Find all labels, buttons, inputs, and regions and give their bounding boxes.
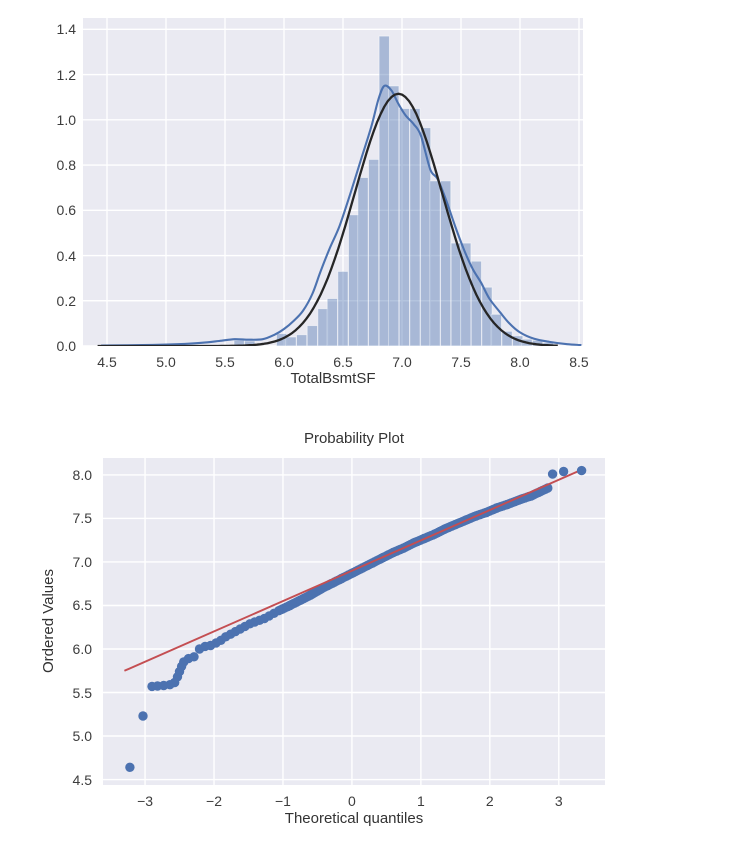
dist-y-tick-label: 1.0 [56, 111, 76, 128]
histogram-bars [233, 35, 554, 346]
normal-fit-curve [97, 92, 558, 346]
histogram-bar [419, 127, 432, 346]
dist-x-tick-label: 7.0 [392, 354, 412, 370]
qq-title: Probability Plot [303, 430, 405, 447]
dist-x-tick-label: 5.0 [156, 354, 176, 370]
histogram-bar [326, 298, 338, 346]
qq-point [138, 711, 148, 721]
qq-y-axis-label: Ordered Values [40, 569, 57, 673]
dist-y-tick-label: 0.6 [56, 202, 76, 219]
qq-y-tick-label: 5.0 [72, 728, 92, 744]
dist-x-axis-label: TotalBsmtSF [290, 370, 376, 387]
qq-y-tick-label: 7.0 [72, 553, 92, 570]
distribution-plot-area [83, 18, 583, 346]
qq-point [576, 465, 587, 476]
distribution-plot-canvas [83, 18, 583, 346]
histogram-bar [357, 177, 369, 346]
qq-plot-canvas [103, 458, 605, 785]
dist-x-tick-label: 6.0 [274, 354, 294, 370]
dist-x-tick-label: 6.5 [333, 354, 353, 370]
dist-y-tick-label: 1.4 [56, 21, 76, 38]
histogram-bar [317, 308, 329, 346]
kde-curve [101, 84, 582, 346]
dist-y-tick-label: 0.4 [56, 247, 76, 264]
histogram-bar [378, 35, 390, 346]
histogram-bar [429, 180, 441, 346]
qq-x-tick-label: −3 [137, 793, 154, 809]
histogram-bar [368, 158, 380, 346]
histogram-bar [388, 85, 400, 346]
dist-x-tick-label: 4.5 [97, 354, 117, 370]
qq-point [189, 652, 199, 662]
plot-background [103, 458, 605, 785]
qq-x-tick-label: 2 [485, 793, 494, 809]
qq-x-tick-label: 0 [348, 793, 356, 809]
histogram-bar [348, 214, 360, 346]
grid-lines [83, 18, 583, 346]
qq-fit-line [124, 468, 582, 672]
qq-y-tick-label: 5.5 [72, 684, 92, 701]
qq-point [547, 469, 558, 479]
qq-point [558, 466, 569, 477]
histogram-bar [244, 340, 256, 346]
dist-x-tick-label: 7.5 [451, 354, 471, 370]
histogram-bar [296, 334, 308, 346]
dist-x-tick-label: 5.5 [215, 354, 235, 370]
histogram-bar [398, 108, 410, 346]
histogram-bar [409, 108, 421, 346]
dist-y-tick-label: 0.0 [56, 338, 76, 354]
dist-y-tick-label: 1.2 [56, 66, 76, 83]
histogram-bar [306, 325, 318, 346]
dist-y-tick-label: 0.2 [56, 292, 76, 309]
qq-y-tick-label: 8.0 [72, 466, 92, 483]
dist-y-tick-label: 0.8 [56, 157, 76, 174]
histogram-bar [285, 336, 297, 346]
qq-y-tick-label: 7.5 [72, 510, 92, 527]
qq-scatter-points [125, 465, 587, 772]
dist-x-tick-label: 8.0 [510, 354, 530, 370]
qq-plot-area [103, 458, 605, 785]
qq-y-tick-label: 4.5 [72, 771, 92, 788]
qq-x-tick-label: −2 [206, 793, 222, 809]
histogram-bar [450, 242, 462, 346]
qq-point [269, 608, 279, 618]
qq-x-axis-label: Theoretical quantiles [284, 810, 424, 827]
qq-point [125, 762, 135, 772]
qq-x-tick-label: −1 [274, 793, 291, 809]
grid-lines [103, 458, 605, 785]
histogram-bar [337, 270, 349, 346]
dist-x-tick-label: 8.5 [569, 354, 589, 370]
qq-y-tick-label: 6.0 [72, 640, 92, 657]
qq-x-tick-label: 3 [554, 793, 563, 809]
histogram-bar [481, 286, 493, 346]
qq-y-tick-label: 6.5 [72, 597, 92, 614]
plot-background [83, 18, 583, 346]
qq-x-tick-label: 1 [416, 793, 425, 809]
